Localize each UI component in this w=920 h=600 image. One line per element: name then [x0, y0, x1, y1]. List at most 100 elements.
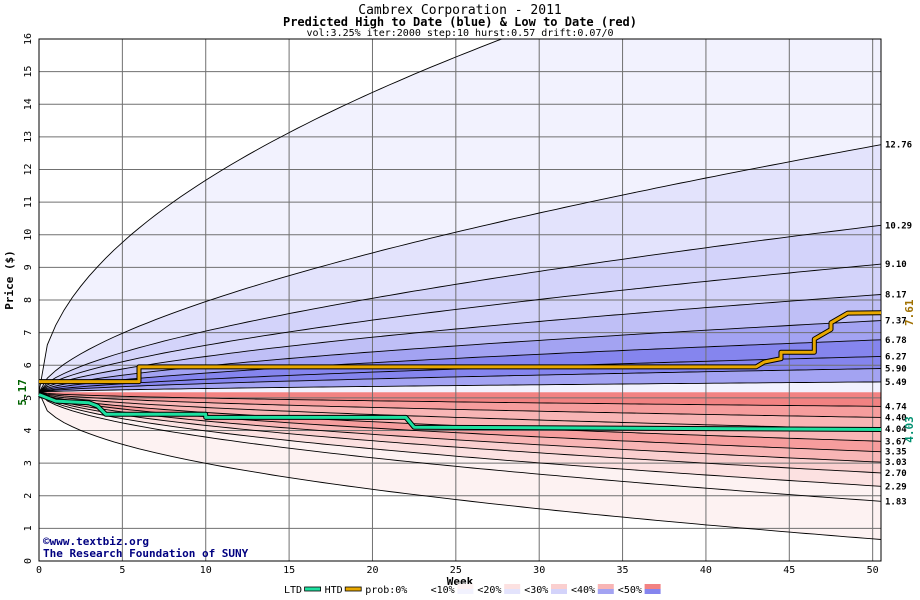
quantile-end-label: 4.40: [885, 413, 907, 423]
ltd-current-label: 4.03: [903, 416, 916, 443]
legend-label: <50%: [618, 585, 642, 596]
legend-swatch-high: [644, 589, 661, 594]
quantile-line: [39, 263, 881, 393]
x-tick-label: 50: [867, 565, 879, 576]
x-tick-label: 45: [783, 565, 795, 576]
quantile-end-label: 3.67: [885, 437, 907, 447]
quantile-end-label: 1.83: [885, 497, 907, 507]
y-tick-label: 8: [23, 297, 34, 303]
quantile-end-label: 4.04: [885, 425, 907, 435]
plot-border: [38, 38, 882, 562]
quantile-end-label: 2.29: [885, 482, 907, 492]
quantile-line: [39, 368, 881, 393]
legend-label: <30%: [524, 585, 548, 596]
y-tick-label: 0: [23, 558, 34, 564]
high-band: [39, 368, 881, 393]
high-band: [39, 320, 881, 393]
watermark-org: The Research Foundation of SUNY: [43, 547, 249, 560]
x-tick-label: 40: [700, 565, 712, 576]
y-tick-label: 12: [23, 163, 34, 175]
legend-swatch-low: [410, 584, 427, 589]
quantile-line: [39, 294, 881, 393]
legend-swatch-line: [304, 586, 322, 592]
y-tick-label: 14: [23, 98, 34, 110]
x-tick-label: 20: [366, 565, 378, 576]
y-tick-label: 2: [23, 493, 34, 499]
chart-title: Cambrex Corporation - 2011: [358, 3, 562, 18]
legend-swatch-low: [457, 584, 474, 589]
low-band: [39, 392, 881, 418]
legend-label: prob:0%: [365, 585, 407, 596]
low-band: [39, 392, 881, 540]
quantile-line: [39, 144, 881, 393]
y-tick-label: 7: [23, 330, 34, 336]
low-band: [39, 392, 881, 502]
quantile-end-label: 8.17: [885, 290, 907, 300]
chart-params: vol:3.25% iter:2000 step:10 hurst:0.57 d…: [306, 28, 614, 39]
legend-swatch-line: [344, 586, 362, 592]
chart-subtitle: Predicted High to Date (blue) & Low to D…: [282, 15, 637, 29]
legend-swatch-high: [597, 589, 614, 594]
high-band: [39, 39, 881, 393]
quantile-line: [39, 39, 504, 393]
high-band: [39, 294, 881, 393]
x-tick-label: 15: [283, 565, 295, 576]
htd-series-line: [39, 311, 882, 384]
legend-swatch-low: [504, 584, 521, 589]
quantile-line: [39, 224, 881, 393]
watermark-copyright: ©www.textbiz.org: [43, 535, 149, 548]
quantile-line: [39, 339, 881, 393]
legend-label: LTD: [284, 585, 302, 596]
legend-swatch-low: [597, 584, 614, 589]
y-tick-label: 1: [23, 525, 34, 531]
quantile-end-label: 4.74: [885, 402, 907, 412]
quantile-line: [39, 391, 881, 407]
quantile-end-label: 9.10: [885, 260, 907, 270]
quantile-line: [39, 391, 881, 463]
legend-swatch-high: [504, 589, 521, 594]
start-price-label: 5.17: [16, 379, 29, 406]
high-band: [39, 144, 881, 393]
quantile-end-label: 2.70: [885, 469, 907, 479]
quantile-end-label: 3.35: [885, 448, 907, 458]
y-tick-label: 13: [23, 131, 34, 143]
high-band: [39, 381, 881, 393]
quantile-end-label: 10.29: [885, 221, 912, 231]
legend-label: <20%: [477, 585, 501, 596]
x-tick-label: 35: [617, 565, 629, 576]
legend-swatch-high: [551, 589, 567, 594]
quantile-line: [39, 392, 881, 540]
y-tick-label: 5: [23, 395, 34, 401]
low-band: [39, 392, 881, 430]
quantile-end-label: 7.37: [885, 317, 907, 327]
x-tick-label: 10: [200, 565, 212, 576]
quantile-end-label: 6.78: [885, 336, 907, 346]
quantile-line: [39, 391, 881, 502]
y-tick-label: 16: [23, 33, 34, 45]
y-tick-label: 10: [23, 229, 34, 241]
quantile-line: [39, 391, 881, 430]
y-tick-label: 4: [23, 427, 34, 433]
legend-swatch-high: [457, 589, 474, 594]
y-tick-label: 11: [23, 196, 34, 208]
quantile-end-label: 6.27: [885, 352, 907, 362]
quantile-line: [39, 391, 881, 487]
legend-swatch-high: [410, 589, 427, 594]
quantile-end-label: 3.03: [885, 458, 907, 468]
y-tick-label: 15: [23, 66, 34, 78]
x-tick-label: 5: [119, 565, 125, 576]
low-band: [39, 392, 881, 463]
y-axis-title: Price ($): [3, 250, 16, 310]
y-tick-label: 9: [23, 264, 34, 270]
low-band: [39, 392, 881, 407]
x-tick-label: 0: [36, 565, 42, 576]
quantile-line: [39, 381, 881, 393]
legend-label: <40%: [571, 585, 595, 596]
y-tick-label: 6: [23, 362, 34, 368]
y-tick-label: 3: [23, 460, 34, 466]
quantile-line: [39, 391, 881, 418]
x-tick-label: 25: [450, 565, 462, 576]
quantile-line: [39, 391, 881, 474]
